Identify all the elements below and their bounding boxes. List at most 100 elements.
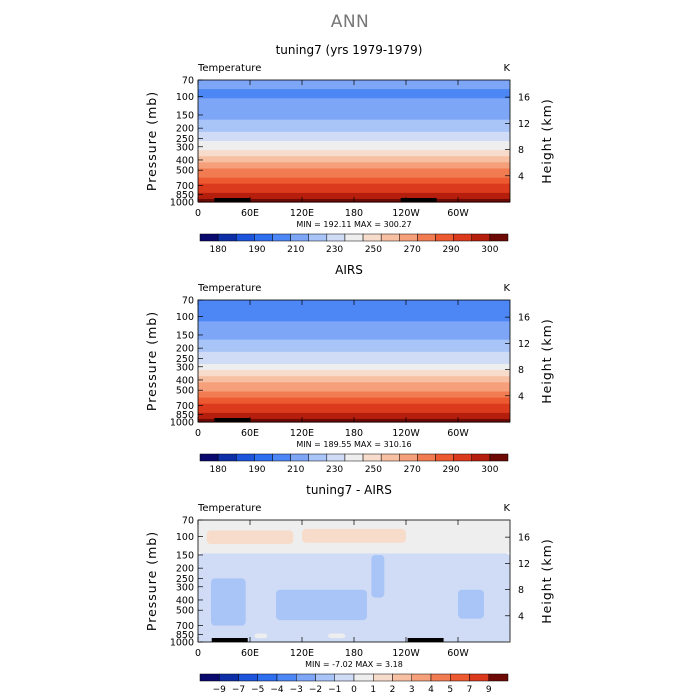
colorbar-swatch — [489, 453, 509, 462]
colorbar-swatch — [344, 233, 364, 242]
ylabel: Pressure (mb) — [144, 531, 159, 631]
contour-region — [211, 578, 246, 626]
contour-band — [198, 403, 510, 408]
ytick-right-label: 8 — [518, 365, 524, 376]
colorbar-swatch — [296, 673, 316, 682]
ytick-label: 150 — [176, 330, 194, 341]
colorbar-swatch — [399, 233, 418, 242]
colorbar-swatch — [392, 673, 412, 682]
contour-band — [198, 370, 510, 374]
xtick-label: 120W — [392, 208, 420, 219]
ytick-label: 70 — [182, 296, 194, 307]
contour-band — [198, 101, 510, 105]
contour-band — [198, 409, 510, 414]
ytick-right-label: 12 — [518, 559, 530, 570]
land-mask — [400, 198, 437, 202]
colorbar-swatch — [399, 453, 418, 462]
ytick-right-label: 12 — [518, 339, 530, 350]
ytick-label: 700 — [176, 181, 194, 192]
ytick-label: 250 — [176, 134, 194, 145]
ytick-label: 150 — [176, 550, 194, 561]
figure-title: ANN — [330, 12, 370, 32]
ytick-label: 70 — [182, 76, 194, 87]
ytick-label: 250 — [176, 354, 194, 365]
ytick-label: 700 — [176, 401, 194, 412]
variable-label: Temperature — [197, 283, 261, 294]
contour-band — [198, 174, 510, 179]
xtick-label: 60W — [447, 208, 469, 219]
ytick-right-label: 8 — [518, 585, 524, 596]
ytick-right-label: 16 — [518, 313, 530, 324]
contour-band — [198, 306, 510, 310]
colorbar-label: 9 — [486, 685, 492, 695]
colorbar-label: 190 — [248, 245, 265, 255]
contour-band — [198, 177, 510, 182]
plot-area — [198, 520, 510, 642]
contour-band — [198, 364, 510, 368]
colorbar-swatch — [219, 673, 239, 682]
contour-band — [198, 107, 510, 112]
ytick-label: 700 — [176, 621, 194, 632]
contour-band — [198, 150, 510, 154]
colorbar-swatch — [411, 673, 432, 682]
land-mask — [414, 200, 423, 202]
ytick-label: 70 — [182, 516, 194, 527]
colorbar-label: 2 — [390, 685, 396, 695]
land-mask — [228, 419, 237, 422]
ytick-label: 500 — [176, 606, 194, 617]
ylabel: Pressure (mb) — [144, 311, 159, 411]
colorbar-swatch — [334, 673, 355, 682]
colorbar-swatch — [217, 453, 237, 462]
xtick-label: 120E — [290, 208, 314, 219]
ytick-label: 100 — [176, 312, 194, 323]
contour-band — [198, 321, 510, 325]
ytick-right-label: 16 — [518, 533, 530, 544]
colorbar-swatch — [362, 233, 382, 242]
colorbar-swatch — [217, 233, 237, 242]
xtick-label: 0 — [195, 428, 201, 439]
contour-band — [198, 312, 510, 316]
panel-title: tuning7 (yrs 1979-1979) — [276, 43, 423, 57]
contour-band — [198, 192, 510, 197]
contour-band — [198, 131, 510, 136]
contour-band — [198, 125, 510, 130]
ytick-label: 300 — [176, 362, 194, 373]
ytick-label: 300 — [176, 582, 194, 593]
contour-band — [198, 336, 510, 341]
contour-band — [198, 92, 510, 96]
contour-band — [198, 153, 510, 157]
colorbar: −9 −7 −5 −4 −3 −2 −1 0 1 2 3 4 5 7 9 — [199, 673, 509, 695]
contour-band — [198, 119, 510, 124]
colorbar-label: −9 — [213, 685, 227, 695]
contour-band — [198, 162, 510, 166]
ytick-label: 850 — [176, 630, 194, 641]
contour-band — [198, 110, 510, 115]
colorbar-label: 270 — [404, 245, 421, 255]
colorbar-swatch — [380, 453, 400, 462]
contour-band — [198, 327, 510, 332]
panel-title: AIRS — [335, 263, 363, 277]
ytick-label: 400 — [176, 375, 194, 386]
contour-band — [198, 400, 510, 405]
colorbar-label: −5 — [251, 685, 264, 695]
colorbar-label: 180 — [210, 465, 227, 475]
colorbar-swatch — [380, 233, 400, 242]
ytick-label: 1000 — [170, 638, 194, 649]
colorbar-label: 180 — [210, 245, 227, 255]
units-label: K — [503, 63, 510, 74]
colorbar-label: −3 — [290, 685, 303, 695]
ytick-label: 200 — [176, 344, 194, 355]
ytick-label: 150 — [176, 110, 194, 121]
contour-region — [276, 589, 367, 621]
colorbar-label: 210 — [287, 465, 304, 475]
colorbar-label: −1 — [328, 685, 341, 695]
contour-band — [198, 354, 510, 359]
contour-band — [198, 134, 510, 139]
colorbar-swatch — [489, 233, 509, 242]
contour-band — [198, 86, 510, 90]
colorbar-label: 230 — [326, 245, 343, 255]
contour-band — [198, 373, 510, 377]
colorbar-swatch — [199, 673, 220, 682]
ytick-right-label: 12 — [518, 119, 530, 130]
